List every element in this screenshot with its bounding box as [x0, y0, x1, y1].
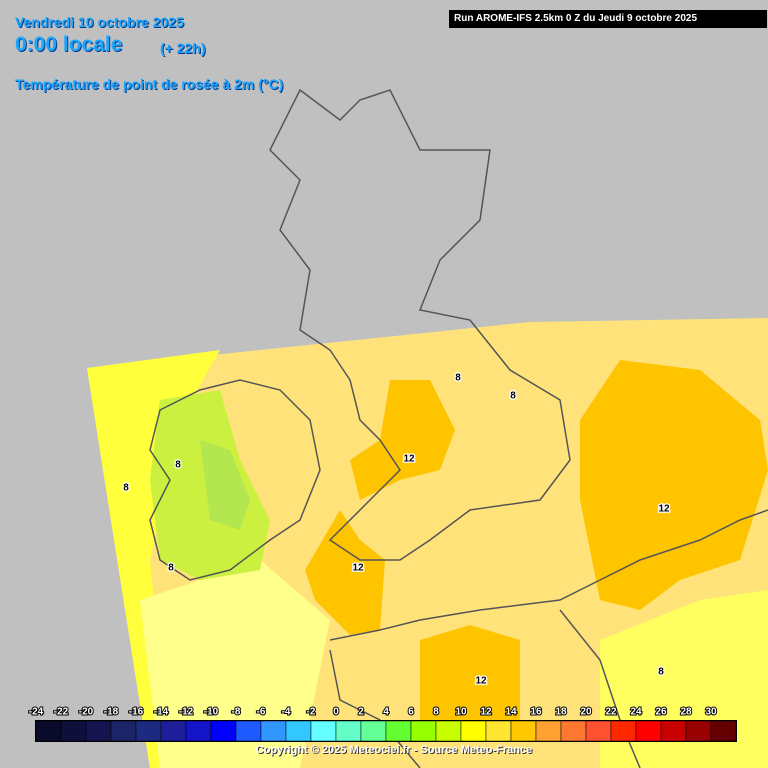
colorbar-swatch	[460, 720, 487, 742]
colorbar-swatch	[160, 720, 187, 742]
colorbar-swatch	[485, 720, 512, 742]
colorbar-swatch	[510, 720, 537, 742]
colorbar-swatch	[535, 720, 562, 742]
colorbar-tick-label: -18	[104, 707, 119, 718]
contour-label: 8	[175, 460, 181, 471]
colorbar-swatch	[210, 720, 237, 742]
colorbar-tick-label: 6	[408, 707, 414, 718]
model-domain	[87, 318, 768, 768]
colorbar-tick-label: -22	[54, 707, 69, 718]
colorbar-tick-label: -6	[257, 707, 266, 718]
copyright: Copyright © 2025 Meteociel.fr - Source M…	[255, 744, 533, 756]
colorbar-swatch	[110, 720, 137, 742]
colorbar-swatch	[585, 720, 612, 742]
colorbar-swatch	[710, 720, 737, 742]
colorbar-tick-label: 0	[333, 707, 339, 718]
colorbar-swatch	[360, 720, 387, 742]
forecast-date: Vendredi 10 octobre 2025	[15, 14, 184, 30]
colorbar-swatch	[685, 720, 712, 742]
colorbar-tick-label: 18	[555, 707, 567, 718]
colorbar-swatch	[260, 720, 287, 742]
colorbar-tick-label: 28	[680, 707, 692, 718]
forecast-time: 0:00 locale	[15, 33, 123, 56]
colorbar-swatch	[285, 720, 312, 742]
colorbar-swatch	[560, 720, 587, 742]
colorbar-tick-label: 14	[505, 707, 517, 718]
colorbar-tick-label: 30	[705, 707, 717, 718]
forecast-offset: (+ 22h)	[160, 40, 206, 56]
run-info: Run AROME-IFS 2.5km 0 Z du Jeudi 9 octob…	[449, 10, 767, 28]
colorbar-tick-label: 12	[480, 707, 492, 718]
colorbar-tick-label: -10	[204, 707, 219, 718]
contour-label: 8	[123, 483, 129, 494]
colorbar-swatch	[235, 720, 262, 742]
colorbar-tick-label: -14	[154, 707, 169, 718]
colorbar-swatch	[410, 720, 437, 742]
colorbar-tick-label: 22	[605, 707, 617, 718]
colorbar-tick-label: 2	[358, 707, 364, 718]
contour-label: 12	[475, 676, 487, 687]
colorbar-tick-label: -4	[282, 707, 291, 718]
colorbar-tick-label: -24	[29, 707, 44, 718]
colorbar-swatch	[60, 720, 87, 742]
colorbar-tick-label: -20	[79, 707, 94, 718]
colorbar-tick-label: -16	[129, 707, 144, 718]
colorbar-tick-label: 4	[383, 707, 389, 718]
contour-label: 12	[658, 504, 670, 515]
colorbar-swatch	[185, 720, 212, 742]
contour-label: 8	[455, 373, 461, 384]
coastlines	[149, 88, 768, 768]
colorbar-tick-label: 10	[455, 707, 467, 718]
contour-label: 8	[658, 667, 664, 678]
colorbar-tick-label: 8	[433, 707, 439, 718]
colorbar-swatch	[310, 720, 337, 742]
colorbar-swatch	[35, 720, 62, 742]
colorbar-swatch	[335, 720, 362, 742]
contour-label: 8	[510, 391, 516, 402]
colorbar-swatch	[135, 720, 162, 742]
variable-title: Température de point de rosée à 2m (°C)	[15, 76, 284, 92]
colorbar-swatch	[85, 720, 112, 742]
colorbar-swatch	[435, 720, 462, 742]
colorbar-tick-label: -2	[307, 707, 316, 718]
colorbar-swatch	[610, 720, 637, 742]
contour-label: 12	[352, 563, 364, 574]
colorbar-tick-label: 24	[630, 707, 642, 718]
colorbar-tick-label: -8	[232, 707, 241, 718]
contour-label: 8	[168, 563, 174, 574]
colorbar-tick-label: -12	[179, 707, 194, 718]
colorbar-tick-label: 26	[655, 707, 667, 718]
colorbar-tick-label: 20	[580, 707, 592, 718]
colorbar-tick-label: 16	[530, 707, 542, 718]
colorbar-swatch	[635, 720, 662, 742]
colorbar-swatch	[385, 720, 412, 742]
colorbar-swatch	[660, 720, 687, 742]
contour-label: 12	[403, 454, 415, 465]
